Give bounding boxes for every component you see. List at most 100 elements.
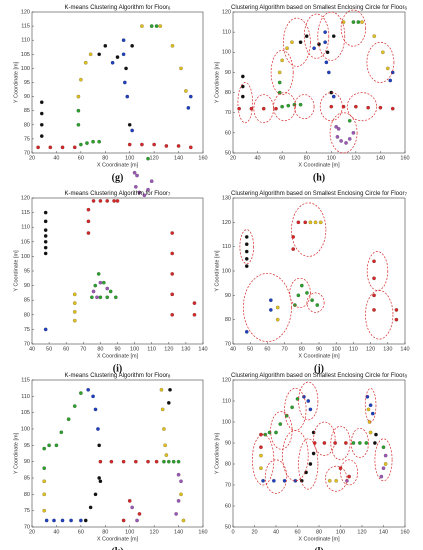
x-tick-label: 40 xyxy=(273,529,279,535)
point xyxy=(72,292,77,297)
title-text: K-means Clustering Algorithm for Floor xyxy=(65,5,168,11)
point xyxy=(274,106,278,111)
point xyxy=(275,317,280,322)
point xyxy=(171,459,176,464)
enclosing-circle xyxy=(366,41,395,83)
point xyxy=(69,518,73,523)
point xyxy=(93,492,98,497)
point xyxy=(179,66,183,71)
x-tick-label: 160 xyxy=(400,529,409,535)
x-tick-label: 80 xyxy=(97,346,103,352)
y-tick-label: 105 xyxy=(21,410,30,416)
chart-title: K-means Clustering Algorithm for Floor8 xyxy=(65,373,171,379)
title-text: Clustering Algorithm based on Smallest E… xyxy=(231,191,404,197)
point xyxy=(241,84,245,89)
point xyxy=(323,40,327,45)
point xyxy=(306,399,311,403)
x-tick-label: 80 xyxy=(102,529,108,535)
enclosing-circle xyxy=(330,425,351,461)
point xyxy=(60,518,65,523)
point xyxy=(142,193,147,198)
point xyxy=(312,46,316,51)
point xyxy=(102,280,106,285)
point xyxy=(163,443,167,448)
point xyxy=(176,472,181,477)
point xyxy=(86,219,91,224)
plot-area xyxy=(232,379,406,528)
point xyxy=(97,52,101,57)
x-tick-label: 100 xyxy=(130,346,139,352)
point xyxy=(42,479,47,484)
point xyxy=(244,264,249,268)
point xyxy=(72,145,77,150)
point xyxy=(354,104,358,109)
point xyxy=(286,103,291,108)
point xyxy=(331,34,336,38)
x-axis-label: X Coordinate [m] xyxy=(298,162,340,168)
enclosing-circle xyxy=(239,229,254,265)
point xyxy=(259,453,263,458)
x-tick-label: 20 xyxy=(251,529,257,535)
point xyxy=(244,242,249,247)
point xyxy=(98,199,103,203)
point xyxy=(149,179,154,184)
point xyxy=(130,128,134,133)
x-tick-label: 100 xyxy=(336,529,345,535)
point xyxy=(88,505,93,510)
point xyxy=(304,34,309,38)
point xyxy=(170,231,175,235)
y-tick-label: 120 xyxy=(222,220,231,226)
point xyxy=(394,308,399,312)
enclosing-circle xyxy=(346,92,378,122)
enclosing-circle xyxy=(270,49,294,95)
point xyxy=(83,60,88,65)
x-tick-label: 120 xyxy=(164,346,173,352)
point xyxy=(280,58,284,63)
enclosing-circle xyxy=(298,438,319,490)
point xyxy=(93,407,98,412)
point xyxy=(261,478,265,483)
point xyxy=(259,466,263,471)
x-tick-label: 110 xyxy=(147,346,156,352)
y-tick-label: 100 xyxy=(21,254,30,260)
point xyxy=(149,24,154,28)
point xyxy=(259,445,263,450)
point xyxy=(378,105,383,110)
x-tick-label: 40 xyxy=(53,155,59,161)
point xyxy=(164,453,169,457)
x-tick-label: 100 xyxy=(125,529,134,535)
point xyxy=(179,492,183,497)
point xyxy=(132,170,137,175)
point xyxy=(135,518,139,523)
point xyxy=(308,462,313,466)
y-tick-label: 120 xyxy=(222,377,231,383)
point xyxy=(43,210,48,215)
point xyxy=(43,240,48,244)
point xyxy=(331,94,336,99)
x-tick-label: 120 xyxy=(150,529,159,535)
chart-title: Clustering Algorithm based on Smallest E… xyxy=(231,5,407,11)
point xyxy=(272,478,276,483)
point xyxy=(261,106,266,111)
y-tick-label: 100 xyxy=(222,268,231,274)
point xyxy=(98,479,103,484)
y-tick-label: 90 xyxy=(225,293,231,299)
y-tick-label: 70 xyxy=(24,150,30,156)
x-tick-label: 40 xyxy=(255,155,261,161)
plot-area xyxy=(232,197,406,345)
y-tick-label: 80 xyxy=(225,317,231,323)
point xyxy=(335,135,340,139)
y-tick-label: 110 xyxy=(222,30,231,36)
point xyxy=(48,145,53,150)
point xyxy=(137,512,142,516)
x-tick-label: 160 xyxy=(400,155,409,161)
point xyxy=(98,280,103,285)
x-tick-label: 70 xyxy=(282,346,288,352)
enclosing-circle xyxy=(283,17,311,67)
x-tick-label: 100 xyxy=(332,346,341,352)
point xyxy=(285,46,289,51)
point xyxy=(127,142,132,147)
plot-area xyxy=(31,11,204,154)
y-tick-label: 80 xyxy=(24,122,30,128)
title-subscript: 8 xyxy=(404,374,407,379)
